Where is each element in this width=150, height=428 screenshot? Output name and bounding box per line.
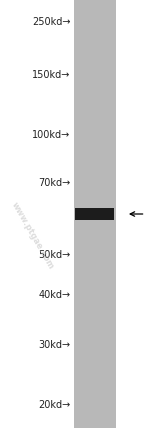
Text: 30kd→: 30kd→ [38, 340, 70, 350]
Text: 50kd→: 50kd→ [38, 250, 70, 260]
Text: 70kd→: 70kd→ [38, 178, 70, 188]
Text: www.ptgae.com: www.ptgae.com [10, 200, 56, 270]
Text: 20kd→: 20kd→ [38, 400, 70, 410]
Text: 150kd→: 150kd→ [32, 70, 70, 80]
Text: 250kd→: 250kd→ [32, 17, 70, 27]
Text: 100kd→: 100kd→ [32, 130, 70, 140]
Bar [74, 0, 116, 428]
Text: 40kd→: 40kd→ [38, 290, 70, 300]
Bar [75, 208, 114, 220]
